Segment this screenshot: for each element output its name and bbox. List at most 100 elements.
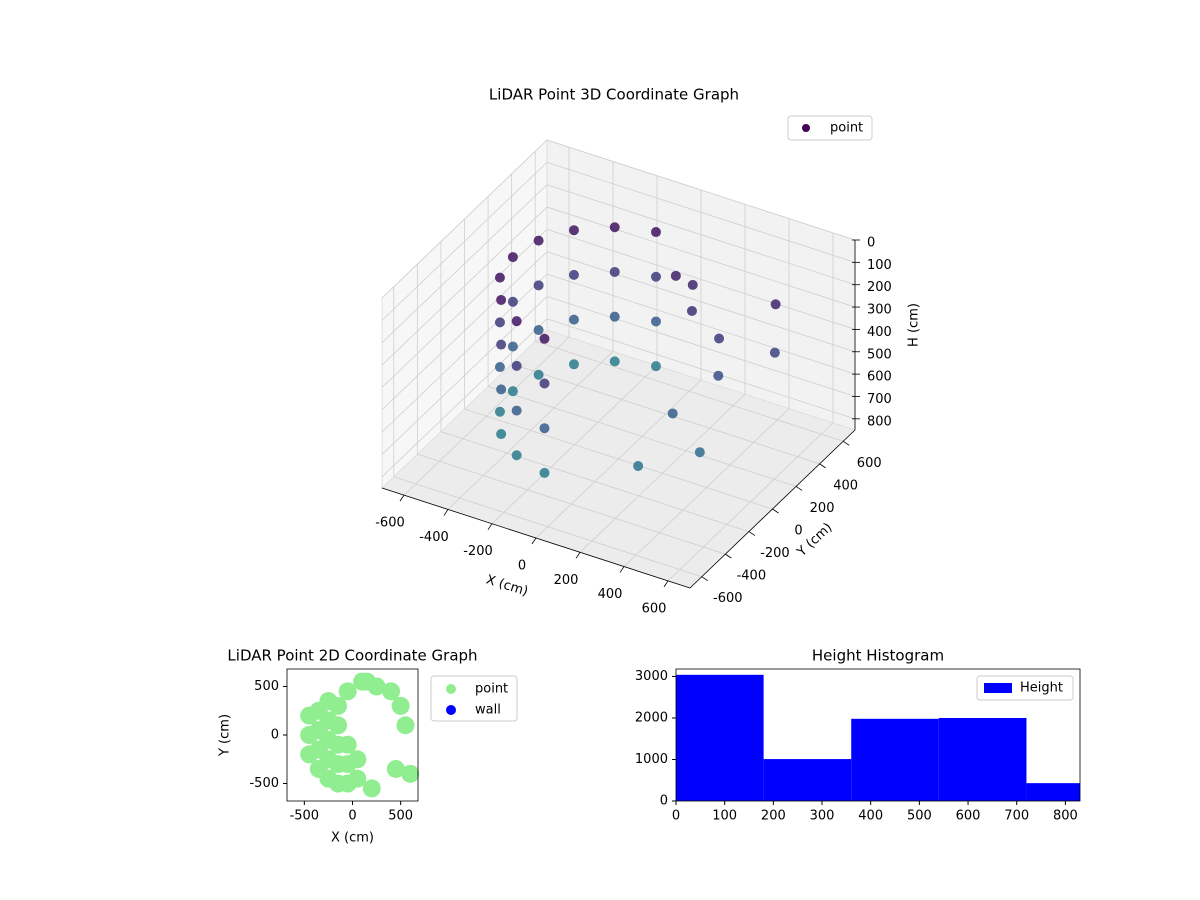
tick-mark [701, 576, 709, 582]
point [533, 280, 544, 291]
x-tick-label: 500 [388, 809, 413, 824]
y-tick-label: 0 [794, 524, 802, 539]
x-tick-label: -400 [419, 530, 449, 545]
point [650, 361, 661, 372]
y-tick-label: 3000 [635, 669, 668, 684]
point [353, 672, 372, 691]
y-tick-label: 2000 [635, 710, 668, 725]
point [609, 311, 620, 322]
point [338, 735, 357, 754]
point [382, 682, 401, 701]
chart-title: Height Histogram [812, 647, 944, 665]
grid-line [381, 162, 548, 321]
grid-line [546, 296, 856, 397]
bar [1026, 783, 1080, 801]
point [539, 378, 550, 389]
x-tick-label: 400 [858, 809, 883, 824]
point [367, 677, 386, 696]
y-tick-label: -400 [737, 569, 767, 584]
legend-label: point [475, 682, 508, 697]
point [511, 316, 522, 327]
grid-line [381, 139, 548, 299]
grid-line [546, 161, 856, 263]
point [511, 360, 522, 371]
point [539, 333, 550, 344]
point [338, 682, 357, 701]
z-tick-label: 200 [867, 280, 892, 295]
x-tick-label: 400 [598, 587, 623, 602]
tick-mark [531, 537, 537, 545]
point [386, 759, 405, 778]
tick-mark [725, 553, 732, 559]
point [568, 225, 579, 236]
legend-marker [446, 705, 456, 715]
legend-marker [802, 124, 810, 132]
legend-marker [446, 684, 456, 694]
legend-label: point [830, 121, 863, 136]
grid-line [546, 184, 856, 286]
x-axis-label: X (cm) [331, 831, 374, 846]
point [511, 450, 522, 461]
tick-mark [399, 494, 405, 502]
point [609, 266, 620, 277]
y-tick-label: 200 [810, 501, 835, 516]
x-tick-label: -600 [375, 516, 405, 531]
grid-line [440, 431, 750, 532]
point [687, 279, 698, 290]
x-tick-label: 800 [1053, 809, 1078, 824]
point [650, 271, 661, 282]
grid-line [546, 251, 856, 353]
point [507, 252, 518, 263]
bar [676, 674, 764, 801]
z-tick-label: 500 [867, 347, 892, 362]
point [496, 339, 507, 350]
tick-mark [748, 531, 756, 536]
y-axis [689, 429, 856, 589]
bar [763, 759, 852, 801]
point [713, 370, 724, 381]
z-tick-label: 800 [867, 414, 892, 429]
x-tick-label: 0 [518, 559, 526, 574]
grid-line [381, 184, 548, 343]
point [568, 359, 579, 370]
point [329, 696, 348, 715]
tick-mark [772, 508, 779, 514]
point [650, 316, 661, 327]
z-tick-label: 100 [867, 258, 892, 273]
grid-line [546, 273, 856, 375]
x-tick-label: 0 [348, 809, 356, 824]
point [494, 406, 505, 417]
point [533, 325, 544, 336]
x-axis [381, 487, 691, 589]
point [633, 461, 644, 472]
grid-line [381, 251, 548, 411]
x-axis-label: X (cm) [484, 573, 530, 600]
tick-mark [575, 552, 581, 559]
point [496, 294, 507, 305]
point [609, 222, 620, 233]
x-tick-label: 500 [907, 809, 932, 824]
legend-box [430, 675, 518, 722]
y-axis-label: Y (cm) [218, 714, 233, 757]
z-tick-label: 0 [867, 236, 875, 251]
tick-mark [487, 523, 493, 530]
grid-line [546, 229, 856, 330]
point [348, 750, 367, 769]
z-tick-label: 700 [867, 392, 892, 407]
legend-label: Height [1020, 681, 1063, 696]
tick-mark [795, 486, 803, 491]
z-tick-label: 400 [867, 325, 892, 340]
grid-line [511, 363, 820, 465]
z-tick-label: 600 [867, 370, 892, 385]
point [667, 408, 678, 419]
chart-title: LiDAR Point 2D Coordinate Graph [227, 647, 477, 665]
grid-line [546, 318, 856, 420]
point [391, 696, 410, 715]
x-tick-label: 0 [672, 809, 680, 824]
y-tick-label: -200 [760, 546, 790, 561]
point [650, 227, 661, 238]
y-tick-label: 1000 [635, 752, 668, 767]
y-tick-label: 600 [857, 456, 882, 471]
point [496, 429, 507, 440]
